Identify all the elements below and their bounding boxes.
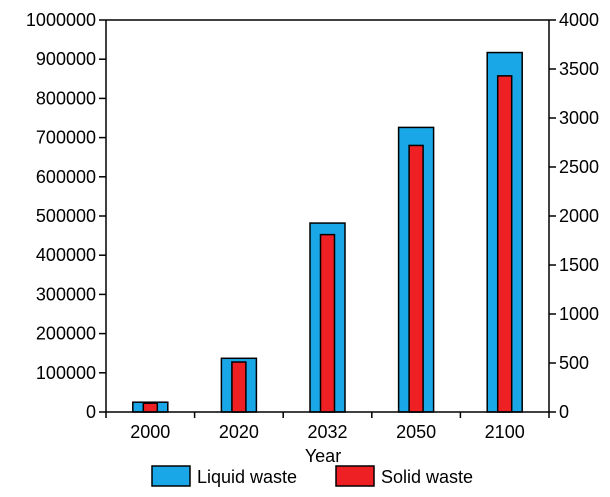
y-right-tick-label: 500 <box>559 353 589 373</box>
y-right-tick-label: 0 <box>559 402 569 422</box>
bar-solid-waste-2100 <box>496 75 513 413</box>
axes-layer: 0 100000 200000 300000 400000 500000 600000 700… <box>26 10 599 442</box>
y-left-tick-label: 900000 <box>36 49 96 69</box>
y-left-tick-label: 700000 <box>36 128 96 148</box>
legend-label: Liquid waste <box>197 467 297 487</box>
y-left-tick-label: 500000 <box>36 206 96 226</box>
x-tick-label: 2000 <box>130 422 170 442</box>
y-left-tick-label: 300000 <box>36 284 96 304</box>
legend: Liquid waste Solid waste <box>151 465 473 487</box>
y-left-tick-label: 100000 <box>36 363 96 383</box>
x-tick-label: 2100 <box>485 422 525 442</box>
y-right-tick-label: 1500 <box>559 255 599 275</box>
x-tick-label: 2032 <box>307 422 347 442</box>
legend-label: Solid waste <box>381 467 473 487</box>
y-left-tick-label: 600000 <box>36 167 96 187</box>
y-left-tick-label: 0 <box>86 402 96 422</box>
y-right-tick-label: 3500 <box>559 59 599 79</box>
y-right-tick-label: 2000 <box>559 206 599 226</box>
x-tick-label: 2020 <box>219 422 259 442</box>
bar-solid-waste-2050 <box>408 144 424 413</box>
y-right-tick-label: 4000 <box>559 10 599 30</box>
y-left-tick-label: 800000 <box>36 88 96 108</box>
y-right-tick-label: 2500 <box>559 157 599 177</box>
bars-layer <box>132 51 523 413</box>
bar-solid-waste-2032 <box>319 233 336 413</box>
y-right-tick-label: 1000 <box>559 304 599 324</box>
legend-swatch <box>151 465 191 487</box>
bar-solid-waste-2020 <box>231 361 247 413</box>
x-axis-title: Year <box>305 446 341 466</box>
bar-solid-waste-2000 <box>142 402 159 413</box>
y-right-tick-label: 3000 <box>559 108 599 128</box>
y-left-tick-label: 200000 <box>36 324 96 344</box>
legend-swatch <box>335 465 375 487</box>
legend-item-solid-waste: Solid waste <box>335 465 473 487</box>
x-tick-label: 2050 <box>396 422 436 442</box>
legend-item-liquid-waste: Liquid waste <box>151 465 297 487</box>
y-left-tick-label: 400000 <box>36 245 96 265</box>
y-left-tick-label: 1000000 <box>26 10 96 30</box>
